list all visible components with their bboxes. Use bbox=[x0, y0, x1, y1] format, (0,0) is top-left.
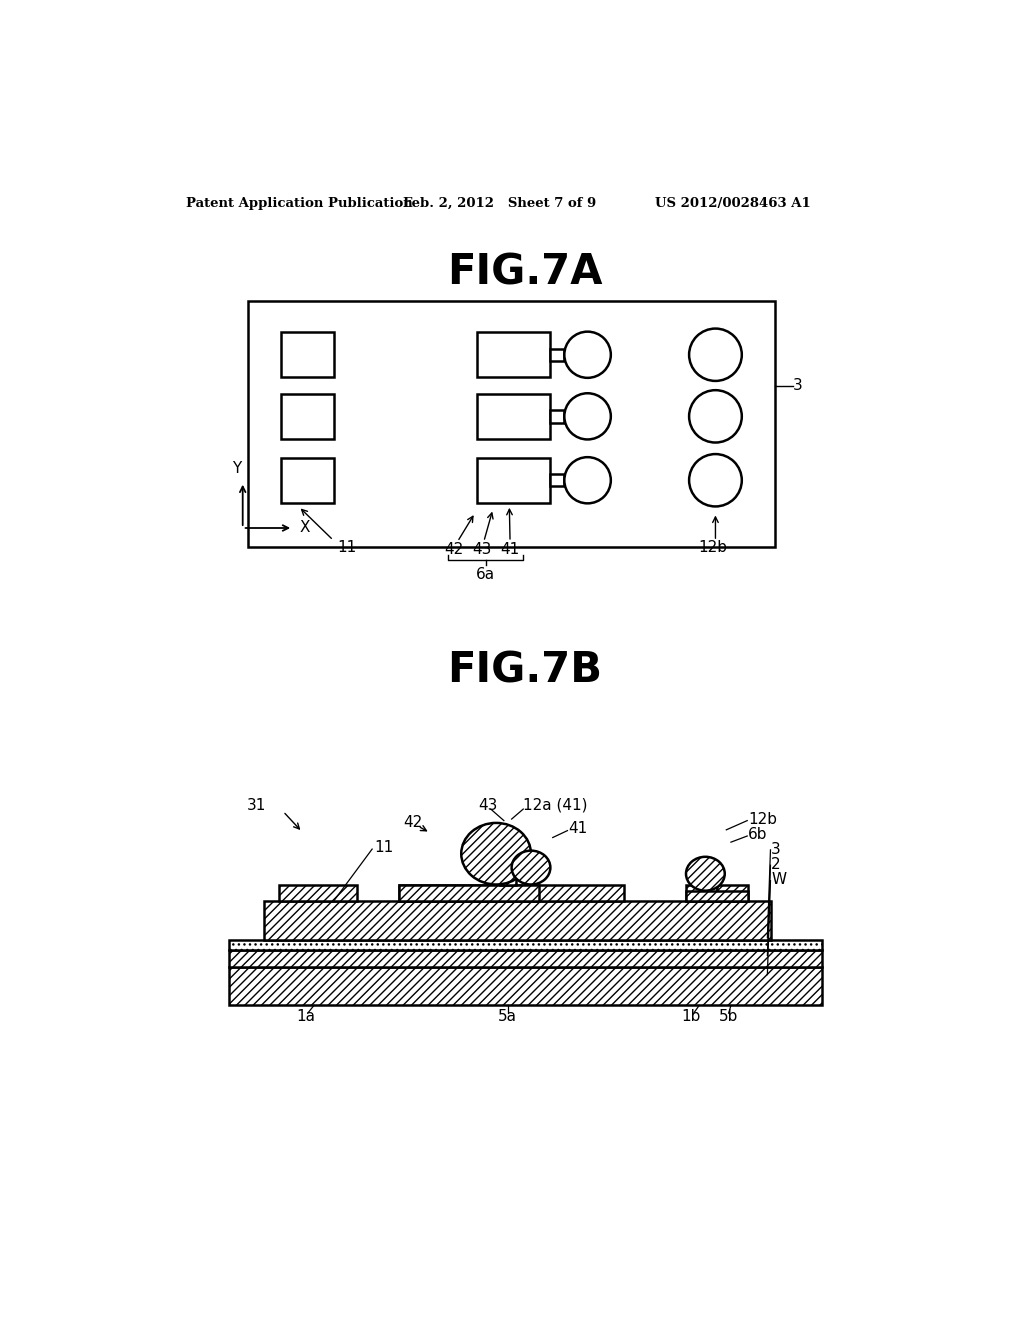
Text: 31: 31 bbox=[247, 797, 266, 813]
Bar bbox=[228, 940, 821, 950]
Bar bbox=[500, 874, 515, 884]
Bar bbox=[477, 333, 550, 378]
Text: 12b: 12b bbox=[748, 812, 777, 826]
Text: 11: 11 bbox=[375, 840, 393, 855]
Bar bbox=[282, 458, 334, 503]
Bar bbox=[263, 902, 771, 940]
Text: US 2012/0028463 A1: US 2012/0028463 A1 bbox=[655, 197, 811, 210]
Bar bbox=[477, 458, 550, 503]
Text: 6a: 6a bbox=[476, 566, 496, 582]
Text: 1a: 1a bbox=[297, 1010, 315, 1024]
Circle shape bbox=[689, 454, 741, 507]
Text: 5a: 5a bbox=[499, 1010, 517, 1024]
Text: Patent Application Publication: Patent Application Publication bbox=[186, 197, 413, 210]
Text: 2: 2 bbox=[771, 857, 781, 873]
Bar bbox=[280, 884, 356, 902]
Bar bbox=[686, 891, 748, 902]
Ellipse shape bbox=[686, 857, 725, 891]
Text: 41: 41 bbox=[501, 543, 520, 557]
Text: W: W bbox=[771, 871, 786, 887]
Bar bbox=[717, 884, 748, 902]
Text: 1b: 1b bbox=[682, 1010, 701, 1024]
Text: FIG.7B: FIG.7B bbox=[447, 649, 602, 692]
Bar bbox=[550, 411, 564, 422]
Bar bbox=[228, 966, 821, 1006]
Text: 5b: 5b bbox=[719, 1010, 738, 1024]
Text: Y: Y bbox=[231, 461, 241, 475]
Bar bbox=[263, 902, 771, 940]
Bar bbox=[686, 891, 748, 902]
Bar bbox=[717, 884, 748, 902]
Text: X: X bbox=[299, 520, 310, 536]
Text: 12a (41): 12a (41) bbox=[523, 797, 588, 813]
Ellipse shape bbox=[512, 850, 550, 884]
Text: FIG.7A: FIG.7A bbox=[447, 251, 602, 293]
Text: 41: 41 bbox=[568, 821, 588, 836]
Circle shape bbox=[689, 329, 741, 381]
Bar bbox=[282, 333, 334, 378]
Bar bbox=[399, 884, 539, 902]
Text: 3: 3 bbox=[793, 378, 803, 393]
Bar bbox=[399, 884, 624, 902]
Ellipse shape bbox=[461, 822, 531, 884]
Bar bbox=[399, 884, 539, 902]
Bar bbox=[477, 395, 550, 438]
Text: 6b: 6b bbox=[748, 826, 768, 842]
Text: 43: 43 bbox=[472, 543, 492, 557]
Bar bbox=[550, 348, 564, 360]
Text: 42: 42 bbox=[403, 814, 423, 830]
Bar bbox=[282, 395, 334, 438]
Circle shape bbox=[564, 393, 611, 440]
Text: 3: 3 bbox=[771, 842, 781, 858]
Bar bbox=[248, 301, 775, 548]
Text: 42: 42 bbox=[443, 543, 463, 557]
Text: 43: 43 bbox=[478, 797, 498, 813]
Text: Feb. 2, 2012   Sheet 7 of 9: Feb. 2, 2012 Sheet 7 of 9 bbox=[403, 197, 596, 210]
Circle shape bbox=[564, 331, 611, 378]
Text: 11: 11 bbox=[337, 540, 356, 554]
Bar bbox=[550, 474, 564, 487]
Bar bbox=[228, 950, 821, 966]
Bar bbox=[280, 884, 356, 902]
Circle shape bbox=[689, 391, 741, 442]
Bar bbox=[686, 884, 717, 902]
Bar bbox=[228, 966, 821, 1006]
Bar bbox=[500, 874, 515, 884]
Bar bbox=[228, 940, 821, 950]
Bar bbox=[686, 884, 717, 902]
Bar bbox=[228, 950, 821, 966]
Bar bbox=[399, 884, 624, 902]
Text: 12b: 12b bbox=[698, 540, 728, 554]
Circle shape bbox=[564, 457, 611, 503]
